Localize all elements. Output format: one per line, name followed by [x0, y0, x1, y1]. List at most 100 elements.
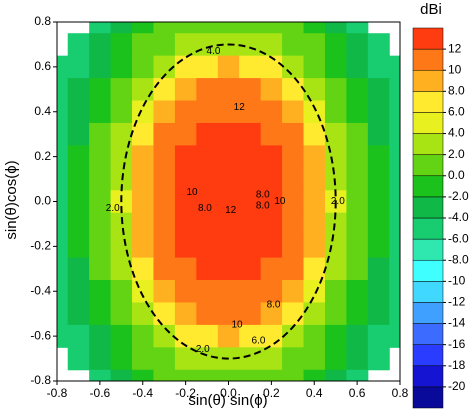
contour-cell [153, 167, 176, 191]
contour-cell [153, 33, 176, 57]
contour-cell [89, 190, 112, 214]
contour-cell [153, 55, 176, 79]
contour-cell [132, 122, 154, 146]
contour-cell [67, 167, 90, 191]
contour-cell [239, 167, 262, 191]
colorbar-band [412, 217, 444, 240]
contour-cell [389, 302, 400, 326]
contour-label: 8.0 [256, 201, 270, 212]
contour-cell [260, 122, 283, 146]
contour-cell [303, 78, 326, 102]
contour-cell [389, 190, 400, 214]
contour-cell [346, 22, 369, 34]
contour-cell [239, 235, 262, 259]
contour-cell [67, 55, 90, 79]
contour-cell [282, 280, 305, 303]
contour-cell [57, 190, 69, 214]
contour-cell [239, 145, 262, 169]
contour-cell [303, 235, 326, 259]
contour-cell [239, 33, 262, 57]
contour-label: 12 [225, 205, 237, 216]
x-tick-label: 0.2 [263, 386, 280, 400]
contour-cell [196, 100, 219, 124]
contour-cell [67, 302, 90, 326]
contour-cell [153, 302, 176, 326]
contour-cell [132, 22, 154, 34]
colorbar-band [412, 196, 444, 219]
colorbar-band [412, 323, 444, 345]
contour-cell [196, 280, 219, 303]
contour-cell [217, 122, 240, 146]
contour-cell [282, 100, 305, 124]
contour-cell [239, 280, 262, 303]
contour-cell [110, 22, 133, 34]
colorbar-tick-label: -2.0 [448, 189, 469, 203]
contour-cell [324, 280, 347, 303]
colorbar-band [412, 154, 444, 177]
contour-cell [367, 212, 390, 236]
colorbar-tick-label: 10 [448, 62, 462, 76]
contour-cell [174, 55, 197, 79]
contour-cell [239, 324, 262, 348]
contour-cell [217, 280, 240, 303]
contour-cell [303, 122, 326, 146]
contour-cell [110, 324, 133, 348]
contour-label: 4.0 [207, 46, 221, 57]
colorbar-band [412, 175, 444, 198]
contour-cell [89, 257, 112, 281]
contour-cell [367, 302, 390, 326]
y-tick-label: 0.2 [34, 149, 51, 163]
contour-cell [67, 100, 90, 124]
contour-cell [57, 212, 69, 236]
contour-cell [196, 302, 219, 326]
contour-cell [239, 190, 262, 214]
contour-cell [303, 302, 326, 326]
contour-cell [89, 324, 112, 348]
contour-cell [217, 55, 240, 79]
contour-cell [239, 78, 262, 102]
contour-cell [217, 257, 240, 281]
contour-cell [174, 100, 197, 124]
contour-cell [346, 369, 369, 381]
contour-cell [67, 122, 90, 146]
contour-cell [239, 347, 262, 371]
contour-cell [196, 212, 219, 236]
contour-cell [153, 145, 176, 169]
contour-cell [57, 302, 69, 326]
contour-cell [110, 33, 133, 57]
contour-cell [260, 280, 283, 303]
contour-cell [217, 190, 240, 214]
y-tick-label: 0.6 [34, 59, 51, 73]
contour-cell [174, 33, 197, 57]
contour-cell [324, 212, 347, 236]
contour-cell [67, 190, 90, 214]
contour-cell [282, 22, 305, 34]
contour-cell [174, 302, 197, 326]
contour-cell [282, 235, 305, 259]
contour-cell [324, 55, 347, 79]
contour-cell [324, 257, 347, 281]
contour-cell [217, 369, 240, 381]
contour-label: 10 [232, 320, 244, 331]
colorbar-band [412, 133, 444, 155]
contour-cell [346, 324, 369, 348]
contour-cell [367, 324, 390, 348]
contour-cell [367, 190, 390, 214]
contour-cell [303, 369, 326, 381]
contour-cell [389, 257, 400, 281]
y-tick-label: 0.8 [34, 14, 51, 28]
contour-label: 2.0 [331, 196, 345, 207]
contour-cell [217, 324, 240, 348]
contour-cell [260, 212, 283, 236]
contour-cell [303, 145, 326, 169]
contour-cell [260, 190, 283, 214]
colorbar-band [412, 281, 444, 303]
contour-cell [110, 55, 133, 79]
contour-cell [260, 33, 283, 57]
contour-cell [324, 33, 347, 57]
contour-cell [324, 369, 347, 381]
contour-cell [303, 100, 326, 124]
contour-cell [260, 235, 283, 259]
contour-cell [174, 280, 197, 303]
